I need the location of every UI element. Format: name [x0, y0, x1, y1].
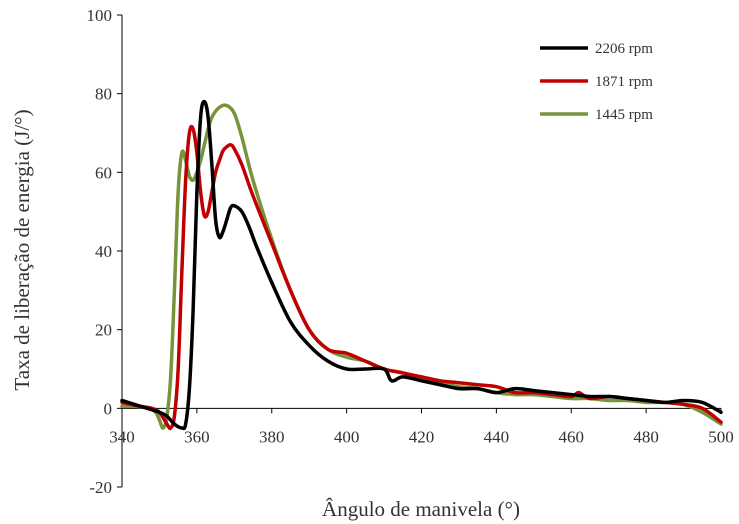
- y-tick-label: 100: [87, 6, 113, 25]
- y-tick-label: -20: [89, 478, 112, 497]
- legend-label: 1871 rpm: [595, 74, 653, 90]
- y-axis-title: Taxa de liberação de energia (J/°): [10, 109, 34, 390]
- x-tick-label: 340: [109, 427, 135, 446]
- x-tick-label: 400: [334, 427, 360, 446]
- legend-label: 1445 rpm: [595, 107, 653, 123]
- series-layer: [120, 99, 723, 431]
- x-tick-label: 460: [559, 427, 585, 446]
- x-tick-label: 440: [484, 427, 510, 446]
- legend-label: 2206 rpm: [595, 41, 653, 57]
- y-tick-label: 60: [95, 163, 112, 182]
- axes: -20 0 20 40 60 80 100 340 360 380 400 420 440 460 480 5…: [87, 6, 734, 497]
- y-tick-label: 40: [95, 242, 112, 261]
- series-line-2: [120, 103, 723, 430]
- x-axis-title: Ângulo de manivela (°): [322, 497, 520, 521]
- x-tick-label: 480: [633, 427, 659, 446]
- x-tick-label: 500: [708, 427, 734, 446]
- legend: 2206 rpm 1871 rpm 1445 rpm: [540, 41, 653, 123]
- series-line-0: [120, 99, 723, 431]
- y-tick-label: 20: [95, 321, 112, 340]
- x-tick-label: 380: [259, 427, 285, 446]
- y-tick-label: 80: [95, 85, 112, 104]
- y-tick-label: 0: [104, 399, 113, 418]
- x-tick-label: 420: [409, 427, 435, 446]
- x-tick-label: 360: [184, 427, 210, 446]
